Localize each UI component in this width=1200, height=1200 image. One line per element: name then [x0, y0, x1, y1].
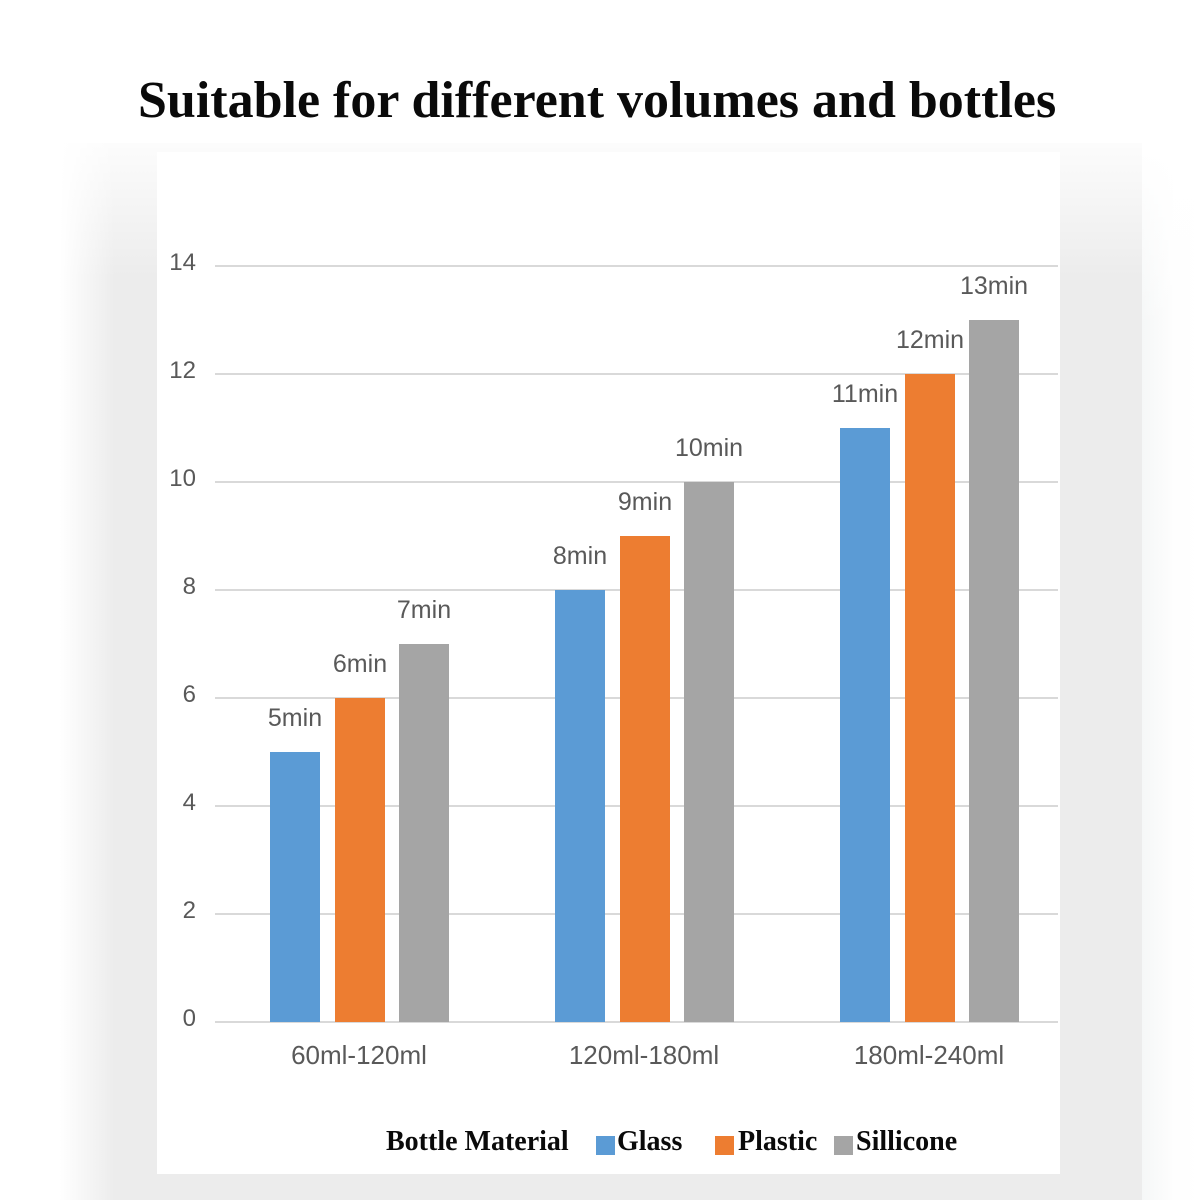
bar-label-plastic-60ml-120ml: 6min	[332, 650, 388, 678]
bar-sillicone-60ml-120ml	[399, 644, 449, 1022]
chart-title: Suitable for different volumes and bottl…	[138, 72, 1057, 129]
gridline-y14	[215, 265, 1058, 267]
ytick-label-14: 14	[169, 249, 196, 276]
category-label-60ml-120ml: 60ml-120ml	[291, 1040, 427, 1070]
legend-swatch-sillicone	[834, 1136, 853, 1155]
bar-glass-180ml-240ml	[840, 428, 890, 1022]
bar-label-plastic-180ml-240ml: 12min	[895, 326, 965, 354]
ytick-label-8: 8	[182, 573, 196, 600]
ytick-label-0: 0	[182, 1005, 196, 1032]
bar-plastic-60ml-120ml	[335, 698, 385, 1022]
gridline-y0	[215, 1021, 1058, 1023]
bar-plastic-180ml-240ml	[905, 374, 955, 1022]
bar-glass-60ml-120ml	[270, 752, 320, 1022]
ytick-label-6: 6	[182, 681, 196, 708]
legend-label-sillicone: Sillicone	[856, 1126, 958, 1157]
bar-label-sillicone-180ml-240ml: 13min	[959, 272, 1029, 300]
category-label-120ml-180ml: 120ml-180ml	[568, 1040, 720, 1070]
bar-label-glass-180ml-240ml: 11min	[831, 380, 899, 408]
bar-label-sillicone-60ml-120ml: 7min	[396, 596, 452, 624]
legend-title: Bottle Material	[386, 1126, 569, 1157]
bar-label-plastic-120ml-180ml: 9min	[617, 488, 673, 516]
gridline-y12	[215, 373, 1058, 375]
ytick-label-12: 12	[169, 357, 196, 384]
bar-sillicone-120ml-180ml	[684, 482, 734, 1022]
legend-swatch-glass	[596, 1136, 615, 1155]
legend-swatch-plastic	[715, 1136, 734, 1155]
bar-label-glass-120ml-180ml: 8min	[552, 542, 608, 570]
gridline-y10	[215, 481, 1058, 483]
ytick-label-10: 10	[169, 465, 196, 492]
bar-label-sillicone-120ml-180ml: 10min	[674, 434, 744, 462]
bar-label-glass-60ml-120ml: 5min	[267, 704, 323, 732]
bar-sillicone-180ml-240ml	[969, 320, 1019, 1022]
ytick-label-4: 4	[182, 789, 196, 816]
bar-plastic-120ml-180ml	[620, 536, 670, 1022]
legend-label-plastic: Plastic	[738, 1126, 818, 1157]
bar-glass-120ml-180ml	[555, 590, 605, 1022]
legend-label-glass: Glass	[617, 1126, 683, 1157]
ytick-label-2: 2	[182, 897, 196, 924]
studio-backdrop-right-fade	[1142, 150, 1200, 1200]
category-label-180ml-240ml: 180ml-240ml	[853, 1040, 1005, 1070]
